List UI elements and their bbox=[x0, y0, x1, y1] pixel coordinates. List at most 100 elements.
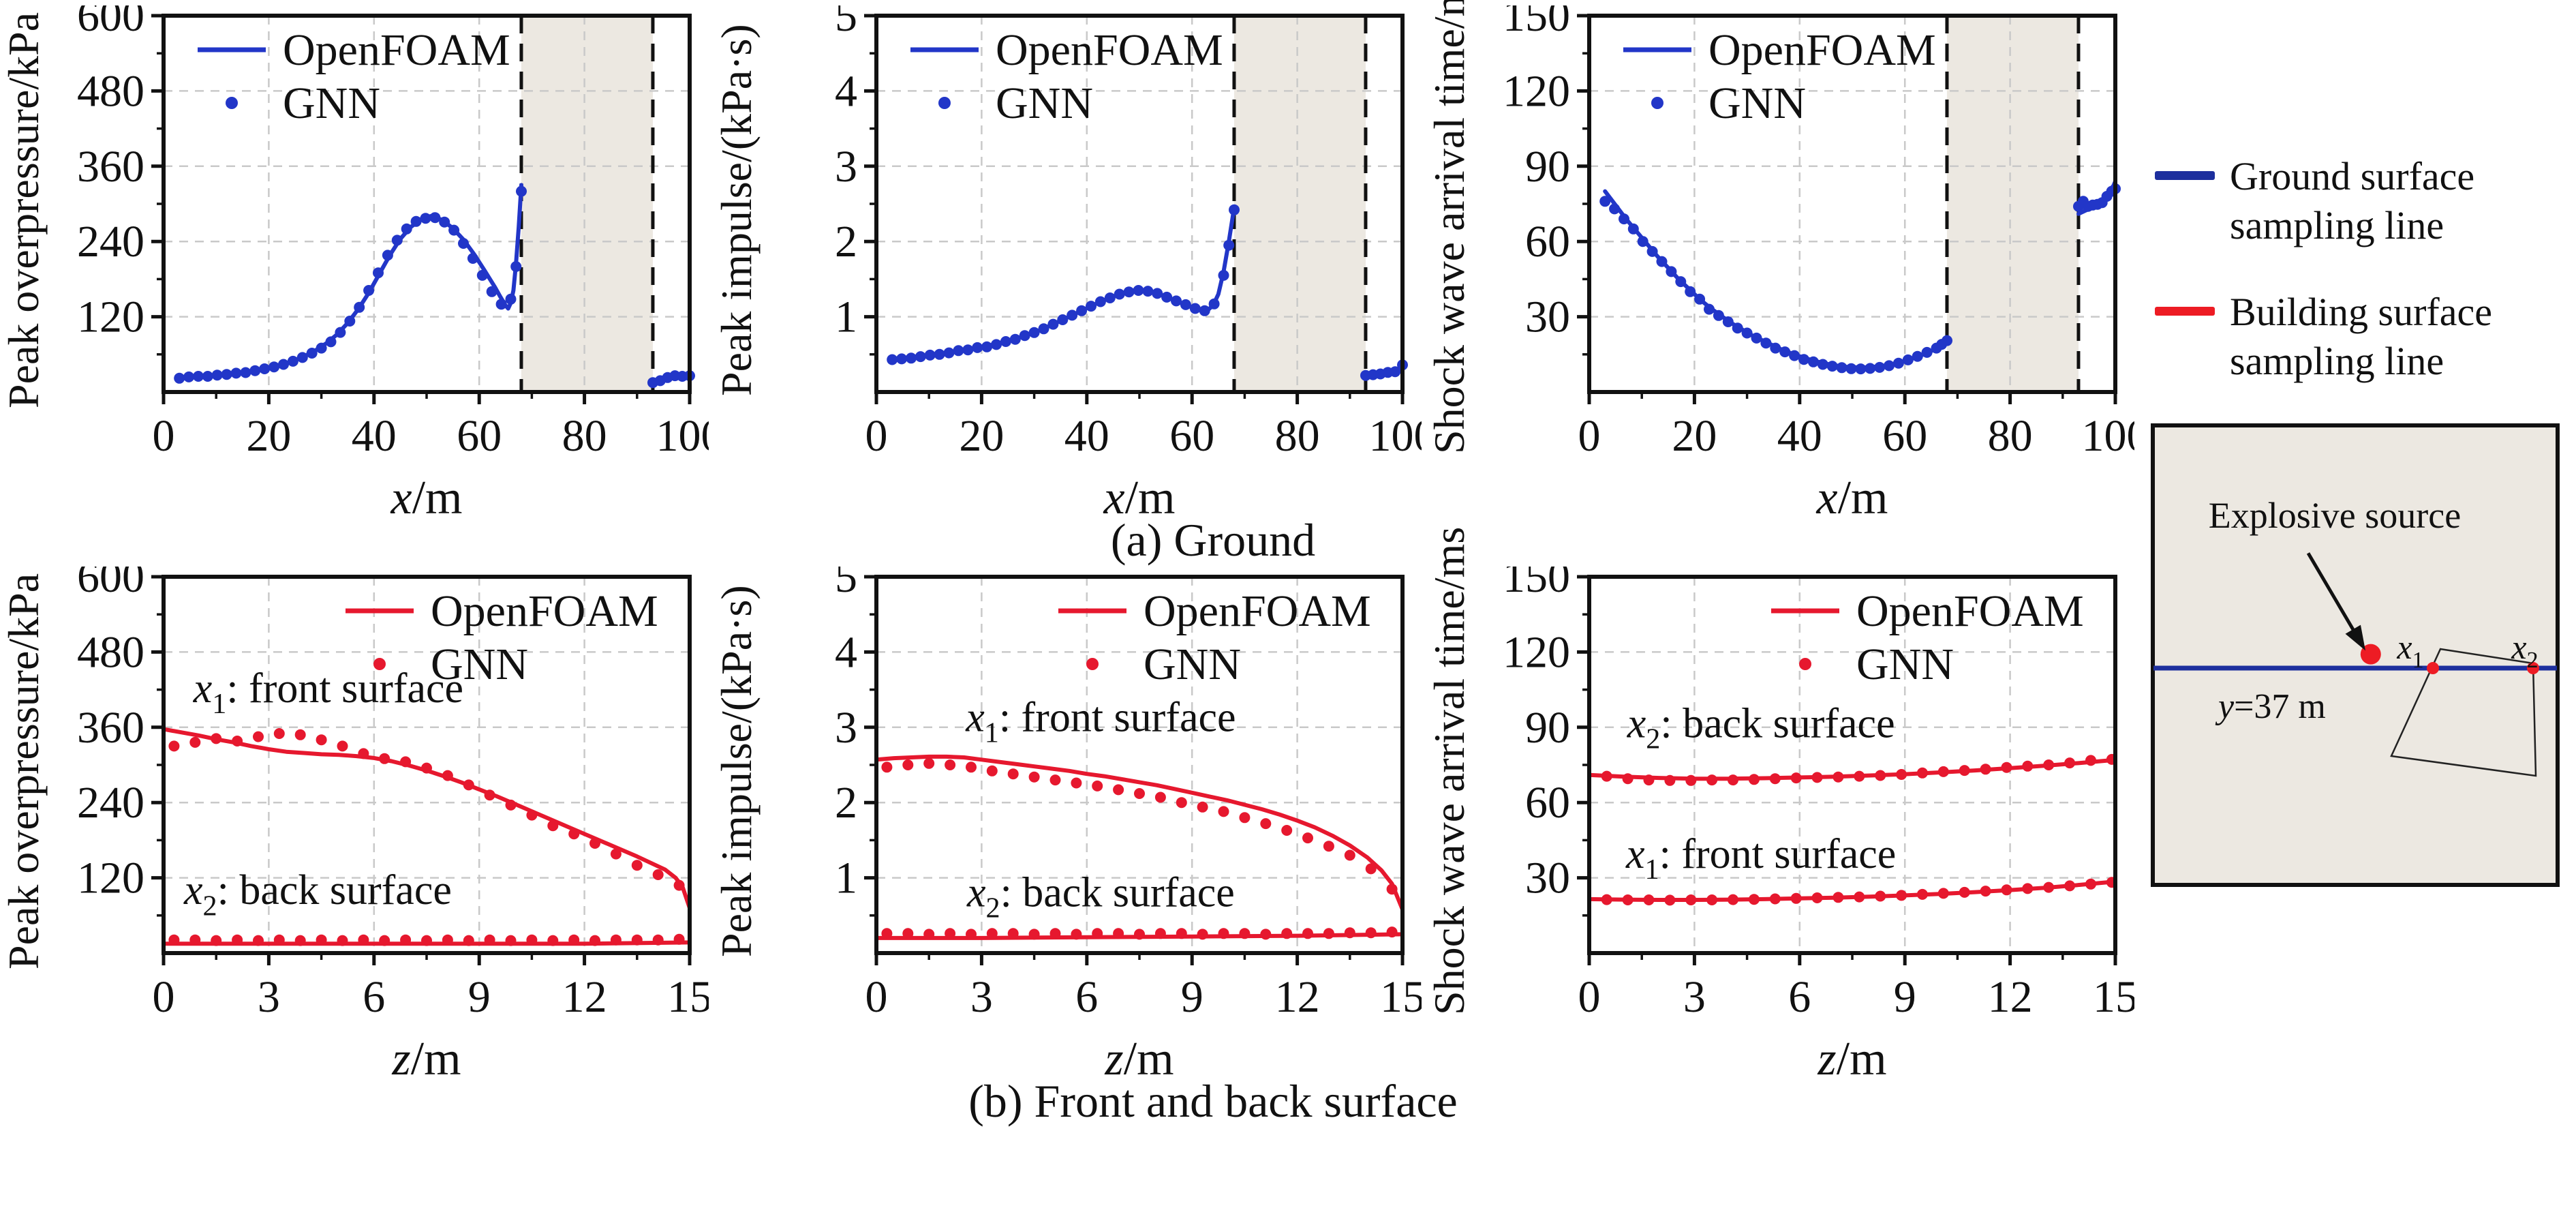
legend-dot-swatch bbox=[373, 658, 386, 670]
x-tick-label: 60 bbox=[1882, 411, 1927, 461]
schematic-diagram: x1 x2 Explosive source y=37 m bbox=[2151, 423, 2573, 887]
y-tick-label: 90 bbox=[1525, 142, 1570, 192]
y-tick-label: 5 bbox=[835, 5, 857, 41]
annotation-text: x1 bbox=[2396, 628, 2423, 673]
annotation-text: x1: front surface bbox=[1625, 831, 1896, 886]
annotation-text: x1: front surface bbox=[193, 665, 463, 720]
plot-arrival-time-surface: 0 3 6 9 12 15 30 60 90 120 150 z/m OpenFOAM GNN x2: ba… bbox=[1473, 567, 2134, 1074]
building-outline bbox=[2390, 648, 2537, 777]
annotation-text: x1: front surface bbox=[965, 694, 1236, 749]
x-tick-label: 20 bbox=[1672, 411, 1717, 461]
y-tick-label: 480 bbox=[77, 627, 144, 677]
x-tick-label: 40 bbox=[352, 411, 397, 461]
charts-area: Peak overpressure/kPa 020406080100120240… bbox=[0, 0, 2147, 1128]
annotation-text: x2 bbox=[2511, 628, 2538, 673]
x-tick-label: 60 bbox=[1169, 411, 1214, 461]
legend-dots-label: GNN bbox=[996, 78, 1093, 128]
x-tick-label: 20 bbox=[246, 411, 291, 461]
y-tick-label: 30 bbox=[1525, 854, 1570, 903]
ground-line-swatch bbox=[2155, 171, 2215, 180]
x-tick-label: 60 bbox=[457, 411, 502, 461]
explosive-source-dot bbox=[2360, 644, 2381, 665]
legend-dots-label: GNN bbox=[1856, 639, 1954, 689]
x-tick-label: 80 bbox=[562, 411, 607, 461]
legend-label: Building surface sampling line bbox=[2230, 289, 2492, 383]
gnn-dots bbox=[887, 204, 1408, 381]
domain-box bbox=[2151, 423, 2560, 887]
y-tick-label: 150 bbox=[1503, 567, 1570, 602]
shaded-region bbox=[1946, 16, 2079, 392]
chart-peak-impulse-ground: Peak impulse/(kPa·s) 0 20 40 60 80 100 1 2 3 4 5 x/… bbox=[712, 5, 1426, 513]
y-tick-label: 3 bbox=[835, 142, 857, 192]
chart-peak-overpressure-ground: Peak overpressure/kPa 0 20 40 60 80 100 120 240… bbox=[0, 5, 713, 513]
gnn-dots bbox=[881, 757, 1398, 895]
legend-dot-swatch bbox=[1086, 658, 1099, 670]
gnn-dots bbox=[174, 185, 695, 389]
x-tick-label: 0 bbox=[865, 972, 888, 1022]
legend-line-label: OpenFOAM bbox=[431, 586, 658, 636]
y-tick-label: 120 bbox=[77, 854, 144, 903]
annotation-text: x2: back surface bbox=[183, 867, 452, 922]
legend-dots-label: GNN bbox=[1144, 639, 1241, 689]
legend-dots-label: GNN bbox=[1708, 78, 1806, 128]
y-tick-label: 90 bbox=[1525, 703, 1570, 753]
x-tick-label: 40 bbox=[1777, 411, 1822, 461]
x-tick-label: 6 bbox=[363, 972, 385, 1022]
y-tick-label: 120 bbox=[77, 292, 144, 342]
y-tick-label: 1 bbox=[835, 292, 857, 342]
y-tick-label: 60 bbox=[1525, 778, 1570, 828]
chart-row-surface: Peak overpressure/kPa 0 3 6 9 12 15 120 240 360 4… bbox=[0, 527, 2147, 1074]
figure-root: Peak overpressure/kPa 020406080100120240… bbox=[0, 0, 2573, 1128]
x-tick-label: 12 bbox=[562, 972, 607, 1022]
y-tick-label: 5 bbox=[835, 567, 857, 602]
x-axis-label: x/m bbox=[1103, 472, 1176, 513]
chart-peak-impulse-surface: Peak impulse/(kPa·s) 0 3 6 9 12 15 1 2 3 4 5 z/m Ope… bbox=[712, 567, 1426, 1074]
ground-line-depth-label: y=37 m bbox=[2215, 687, 2326, 725]
y-tick-label: 2 bbox=[835, 778, 857, 828]
gnn-dots bbox=[1599, 183, 2121, 375]
y-tick-label: 30 bbox=[1525, 292, 1570, 342]
x-tick-label: 80 bbox=[1988, 411, 2033, 461]
x-tick-label: 40 bbox=[1064, 411, 1109, 461]
y-tick-label: 600 bbox=[77, 567, 144, 602]
explosive-source-label: Explosive source bbox=[2209, 495, 2461, 536]
y-axis-label: Peak overpressure/kPa bbox=[0, 573, 48, 969]
y-tick-label: 360 bbox=[77, 703, 144, 753]
y-tick-label: 360 bbox=[77, 142, 144, 192]
x-tick-label: 15 bbox=[1380, 972, 1422, 1022]
legend-dot-swatch bbox=[1651, 97, 1663, 109]
gnn-dots bbox=[881, 926, 1398, 940]
x-axis-label: z/m bbox=[1817, 1033, 1886, 1074]
x-axis-label: x/m bbox=[390, 472, 463, 513]
legend-line-label: OpenFOAM bbox=[996, 25, 1223, 75]
x-tick-label: 9 bbox=[1181, 972, 1203, 1022]
legend-line-label: OpenFOAM bbox=[1144, 586, 1371, 636]
x-axis-label: x/m bbox=[1816, 472, 1888, 513]
y-axis-label: Peak impulse/(kPa·s) bbox=[712, 24, 761, 396]
y-tick-label: 4 bbox=[835, 66, 857, 116]
arrow-head bbox=[2345, 624, 2365, 650]
y-tick-label: 240 bbox=[77, 778, 144, 828]
x-tick-label: 12 bbox=[1988, 972, 2033, 1022]
x-tick-label: 0 bbox=[1578, 972, 1601, 1022]
legend-label: Ground surface sampling line bbox=[2230, 154, 2475, 247]
x-tick-label: 6 bbox=[1788, 972, 1811, 1022]
y-tick-label: 120 bbox=[1503, 627, 1570, 677]
shaded-region bbox=[1233, 16, 1366, 392]
y-tick-label: 600 bbox=[77, 5, 144, 41]
chart-peak-overpressure-surface: Peak overpressure/kPa 0 3 6 9 12 15 120 240 360 4… bbox=[0, 567, 713, 1074]
legend-dots-label: GNN bbox=[431, 639, 528, 689]
plot-peak-impulse-surface: 0 3 6 9 12 15 1 2 3 4 5 z/m OpenFOAM GNN x1: front sur… bbox=[761, 567, 1422, 1074]
x-tick-label: 100 bbox=[1369, 411, 1422, 461]
y-tick-label: 2 bbox=[835, 217, 857, 267]
side-legend: Ground surface sampling line Building su… bbox=[2151, 152, 2573, 386]
x-tick-label: 15 bbox=[667, 972, 709, 1022]
annotation-text: x2: back surface bbox=[1627, 701, 1895, 755]
gnn-dots bbox=[168, 933, 685, 946]
legend-dot-swatch bbox=[938, 97, 951, 109]
x-axis-label: z/m bbox=[391, 1033, 461, 1074]
x-tick-label: 0 bbox=[153, 972, 175, 1022]
